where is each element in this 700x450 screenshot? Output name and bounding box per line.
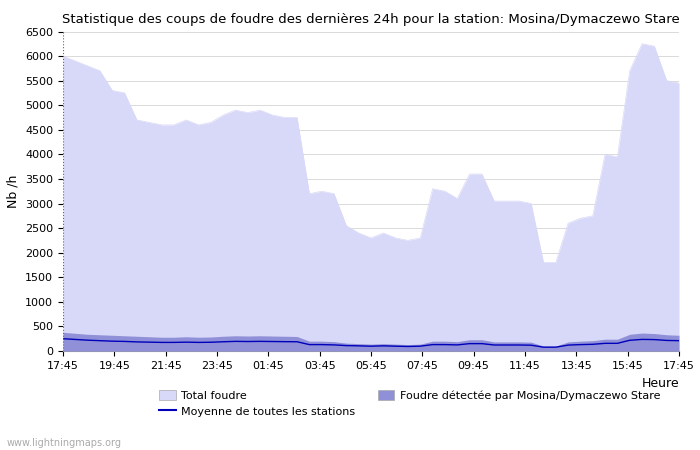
- Text: www.lightningmaps.org: www.lightningmaps.org: [7, 438, 122, 448]
- Legend: Total foudre, Moyenne de toutes les stations, Foudre détectée par Mosina/Dymacze: Total foudre, Moyenne de toutes les stat…: [155, 385, 665, 421]
- Text: Heure: Heure: [641, 377, 679, 390]
- Title: Statistique des coups de foudre des dernières 24h pour la station: Mosina/Dymacz: Statistique des coups de foudre des dern…: [62, 13, 680, 26]
- Y-axis label: Nb /h: Nb /h: [6, 175, 20, 208]
